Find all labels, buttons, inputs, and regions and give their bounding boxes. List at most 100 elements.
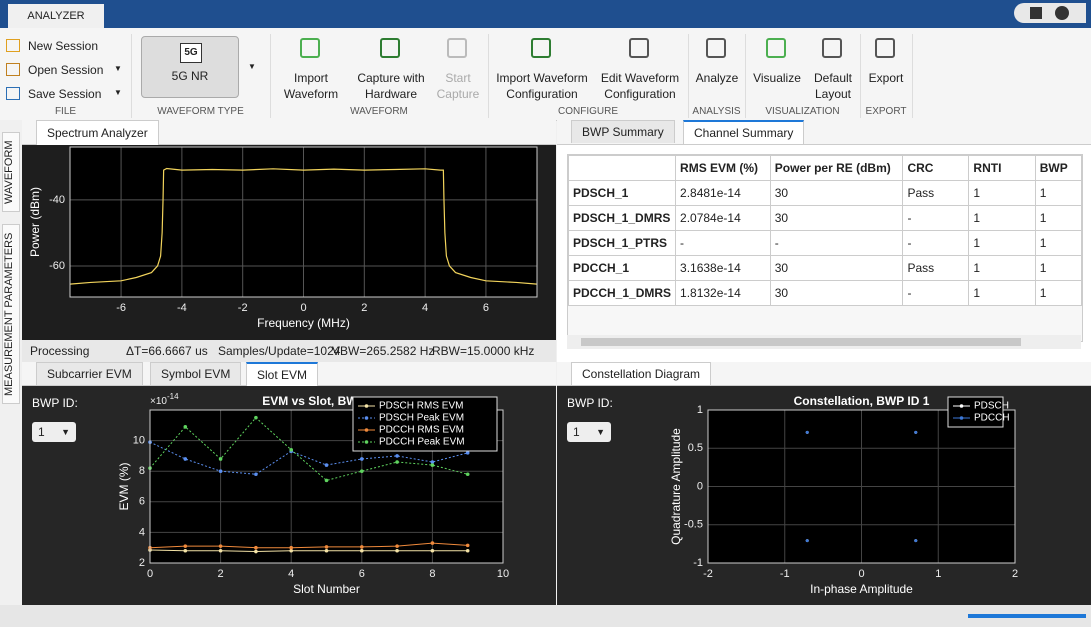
table-row: PDSCH_1_PTRS - - -1 1 [568, 230, 1082, 256]
button-label: Default [813, 71, 853, 85]
y-tick-label: 10 [133, 435, 145, 447]
button-icon [300, 38, 320, 58]
table-cell: - [902, 205, 970, 231]
ribbon-button[interactable]: Export [831, 34, 941, 102]
ribbon-button[interactable]: Capture with Hardware [336, 34, 446, 102]
side-tab[interactable]: WAVEFORM [2, 132, 20, 212]
table-cell: - [675, 230, 771, 256]
button-label: Capture [436, 87, 480, 101]
axes-frame [69, 146, 538, 298]
ribbon-button[interactable]: Edit Waveform Configuration [585, 34, 695, 102]
section-divider [131, 34, 132, 118]
x-tick-label: -4 [177, 302, 187, 314]
panel-tab[interactable]: Channel Summary [683, 120, 805, 144]
ribbon-button[interactable]: Visualize [722, 34, 832, 102]
bwp-label: BWP ID: [567, 396, 613, 410]
dropdown-arrow: ▼ [114, 88, 122, 97]
dropdown-arrow: ▼ [61, 427, 70, 437]
y-tick-label: 6 [139, 496, 145, 508]
section-divider [745, 34, 746, 118]
row-header: PDSCH_1_DMRS [568, 205, 677, 231]
legend-marker [959, 404, 964, 408]
x-tick-label: 0 [300, 302, 306, 314]
scatter-point [805, 430, 809, 434]
panel-tab[interactable]: BWP Summary [571, 120, 675, 143]
panel-tab[interactable]: Subcarrier EVM [36, 362, 143, 385]
waveform-type-button[interactable]: 5G 5G NR [141, 36, 239, 98]
point-marker [360, 469, 364, 473]
file-button[interactable]: Save Session ▼ [4, 84, 126, 104]
section-label: VISUALIZATION [765, 106, 840, 117]
scrollbar[interactable] [567, 335, 1081, 349]
help-icon[interactable] [1055, 6, 1069, 20]
ribbon-button[interactable]: Analyze [662, 34, 772, 102]
ribbon-tab[interactable]: ANALYZER [8, 4, 104, 28]
panel-tab[interactable]: Slot EVM [246, 362, 319, 386]
button-icon [6, 39, 20, 52]
panel-tab[interactable]: Spectrum Analyzer [36, 120, 159, 145]
bwp-dropdown[interactable]: 1 ▼ [567, 422, 611, 442]
y-tick-label: -60 [49, 260, 65, 272]
quick-access [1014, 3, 1086, 23]
header-row: RMS EVM (%) Power per RE (dBm) CRC RNTI BWP [568, 155, 1082, 181]
section-divider [688, 34, 689, 118]
table-cell: 30 [769, 280, 904, 306]
point-marker [218, 544, 223, 548]
section-divider [488, 34, 489, 118]
x-tick-label: -1 [780, 568, 790, 580]
row-header: PDCCH_1 [568, 255, 677, 281]
series-line [149, 441, 468, 475]
quick-icons [1030, 6, 1069, 20]
channel-table: RMS EVM (%) Power per RE (dBm) CRC RNTI BWP P… [568, 155, 1082, 306]
point-marker [395, 544, 399, 548]
point-marker [395, 460, 399, 464]
point-marker [465, 548, 470, 553]
point-marker [183, 425, 188, 429]
legend-box [947, 396, 1004, 428]
gallery-arrow: ▼ [248, 62, 256, 71]
status-text: RBW=15.0000 kHz [432, 344, 535, 358]
row-header: PDSCH_1 [568, 180, 677, 206]
side-tab[interactable]: MEASUREMENT PARAMETERS [2, 224, 20, 404]
point-marker [254, 545, 258, 550]
section-label: ANALYSIS [692, 106, 741, 117]
table-cell: - [902, 230, 970, 256]
ribbon-button[interactable]: Import Waveform Configuration [487, 34, 597, 102]
file-button[interactable]: Open Session ▼ [4, 60, 126, 80]
save-icon[interactable] [1030, 7, 1042, 19]
legend-label: PDCCH [974, 413, 1010, 424]
ribbon-button[interactable]: Import Waveform [256, 34, 366, 102]
spectrum-chart: -6 -4 -2 0 2 4 6 -60 -40 Frequency (MHz) Power (dB… [28, 146, 538, 330]
column-header: CRC [902, 155, 970, 181]
y-tick-label: -0.5 [684, 519, 703, 531]
column-header: Power per RE (dBm) [769, 155, 904, 181]
ribbon-button[interactable]: Default Layout [778, 34, 888, 102]
section-divider [912, 34, 913, 118]
button-label: Import Waveform [496, 71, 588, 85]
scroll-thumb[interactable] [581, 338, 1021, 346]
column-header: RNTI [968, 155, 1036, 181]
x-tick-label: 6 [359, 568, 365, 580]
bwp-dropdown[interactable]: 1 ▼ [32, 422, 76, 442]
dropdown-arrow: ▼ [596, 427, 605, 437]
panel-tab[interactable]: Symbol EVM [150, 362, 242, 385]
section-label: WAVEFORM TYPE [157, 106, 244, 117]
x-tick-label: 6 [483, 302, 489, 314]
column-header: BWP [1034, 155, 1082, 181]
file-button[interactable]: New Session [4, 36, 126, 56]
point-marker [324, 463, 329, 467]
panel-tab[interactable]: Constellation Diagram [571, 362, 712, 385]
legend-label: PDSCH Peak EVM [379, 413, 464, 424]
button-label: Edit Waveform [600, 71, 680, 85]
x-tick-label: 8 [429, 568, 435, 580]
point-marker [430, 460, 435, 464]
exponent-base: ×10 [150, 396, 167, 407]
tab-strip: BWP Summary Channel Summary [557, 120, 1091, 145]
x-axis-label: Slot Number [293, 582, 360, 596]
y-tick-label: 8 [139, 465, 145, 477]
constellation-panel: Constellation Diagram BWP ID: 1 ▼ -2 -1 0 1 2… [557, 362, 1091, 605]
bwp-label: BWP ID: [32, 396, 78, 410]
tab-strip: Constellation Diagram [557, 362, 1091, 386]
ribbon-button[interactable]: Start Capture [403, 34, 513, 102]
